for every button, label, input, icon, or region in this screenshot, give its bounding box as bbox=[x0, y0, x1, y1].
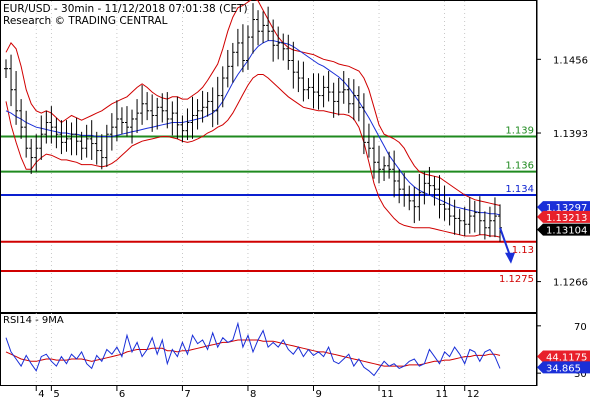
price-panel-frame bbox=[0, 0, 537, 313]
level-label: 1.134 bbox=[505, 184, 534, 195]
x-tick-label: 5 bbox=[53, 389, 59, 400]
x-tick-label: 7 bbox=[184, 389, 190, 400]
rsi-y-tick-label: 70 bbox=[574, 322, 587, 333]
x-tick-label: 4 bbox=[38, 389, 44, 400]
rsi-y-tick-label: 30 bbox=[574, 369, 587, 380]
rsi-series bbox=[5, 321, 501, 377]
bollinger-upper bbox=[5, 0, 501, 206]
x-tick-label: 9 bbox=[315, 389, 321, 400]
forecast-arrow-line bbox=[499, 227, 511, 257]
price-badge bbox=[537, 210, 590, 223]
price-badge-label: 1.13213 bbox=[546, 213, 587, 224]
rsi-panel-label: RSI14 - 9MA bbox=[3, 315, 64, 326]
x-tick-label: 11 bbox=[436, 389, 449, 400]
bollinger-lower bbox=[5, 74, 501, 238]
level-label: 1.1275 bbox=[499, 274, 534, 285]
rsi-badge bbox=[537, 361, 590, 374]
y-tick-label: 1.1266 bbox=[553, 278, 588, 289]
moving-average bbox=[5, 40, 501, 216]
price-badge-label: 1.13104 bbox=[546, 226, 587, 237]
x-tick-label: 6 bbox=[119, 389, 125, 400]
price-badge bbox=[537, 223, 590, 236]
x-tick-label: 11 bbox=[381, 389, 394, 400]
level-label: 1.13 bbox=[512, 245, 534, 256]
price-badge-label: 1.13297 bbox=[546, 203, 587, 214]
rsi-badge bbox=[537, 350, 590, 363]
level-label: 1.139 bbox=[505, 126, 534, 137]
horizontal-levels: 1.139 1.136 1.134 1.13 1.1275 bbox=[1, 126, 536, 285]
chart-title: EUR/USD - 30min - 11/12/2018 07:01:38 (C… bbox=[3, 3, 248, 15]
y-tick-label: 1.1393 bbox=[553, 129, 588, 140]
rsi-ma-line bbox=[5, 339, 501, 367]
x-tick-label: 8 bbox=[250, 389, 256, 400]
grid-layer bbox=[35, 1, 466, 385]
forecast-arrow-head bbox=[505, 252, 515, 264]
level-label: 1.136 bbox=[505, 161, 534, 172]
rsi-line bbox=[5, 321, 501, 377]
price-badge bbox=[537, 201, 590, 214]
axis-labels: 4 5 6 7 8 9 11 11 12 1.1456 1.1393 1.1266 70 30 bbox=[35, 55, 588, 400]
chart-source: Research © TRADING CENTRAL bbox=[3, 15, 168, 27]
rsi-badge-label: 44.1175 bbox=[546, 352, 587, 363]
rsi-badge-label: 34.865 bbox=[546, 363, 581, 374]
x-tick-label: 12 bbox=[467, 389, 480, 400]
price-series bbox=[4, 0, 515, 264]
y-tick-label: 1.1456 bbox=[553, 55, 588, 66]
